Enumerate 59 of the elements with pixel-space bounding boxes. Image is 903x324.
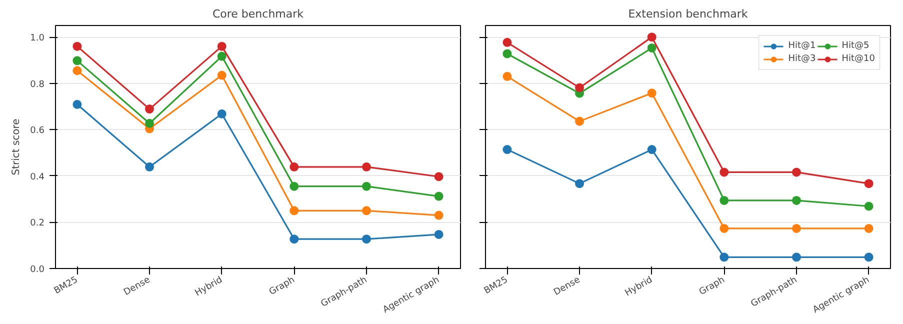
point [647,145,656,154]
point [72,42,82,51]
point [720,252,729,262]
point [434,210,444,220]
point [575,83,584,92]
point [792,252,801,262]
legend-label: Hit@10 [842,54,875,64]
point [290,182,299,191]
point [362,162,371,172]
y-axis-title: Strict score [11,118,22,176]
point [434,192,444,201]
chart-title: Extension benchmark [628,8,748,20]
point [290,162,299,172]
point [362,182,371,191]
point [647,88,656,98]
point [502,72,512,81]
point [647,43,656,52]
point [145,104,154,114]
y-tick-label: 0.8 [30,80,45,90]
point [575,179,584,188]
point [434,172,444,182]
point [864,252,874,262]
chart-title: Core benchmark [212,8,304,20]
point [720,196,729,205]
y-tick-label: 0.2 [30,218,45,229]
point [502,145,512,154]
point [864,202,874,211]
point [575,116,584,126]
point [864,224,874,233]
y-tick-label: 0.0 [30,265,45,275]
point [72,66,82,76]
point [217,109,226,118]
point [72,100,82,109]
point [362,206,371,216]
point [145,118,154,128]
y-tick-label: 0.6 [30,126,45,136]
point [792,224,801,233]
point [145,162,154,172]
point [290,234,299,244]
legend-label: Hit@1 [788,41,816,51]
y-tick-label: 1.0 [30,34,45,44]
point [792,196,801,205]
point [720,224,729,233]
point [362,234,371,244]
point [217,42,226,51]
legend-label: Hit@3 [788,54,816,64]
point [502,49,512,58]
point [864,179,874,188]
point [434,230,444,239]
point [502,38,512,47]
point [720,168,729,177]
point [217,52,226,61]
point [290,206,299,216]
point [217,70,226,80]
y-tick-label: 0.4 [30,172,45,182]
point [647,32,656,42]
legend-label: Hit@5 [842,41,870,51]
point [792,168,801,177]
point [72,56,82,66]
